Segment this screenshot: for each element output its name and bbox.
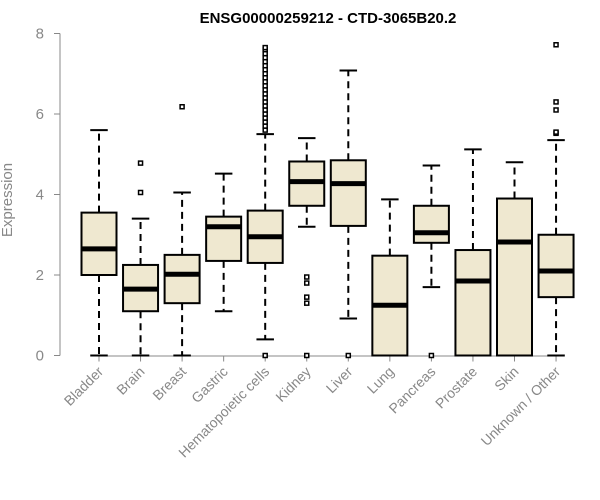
chart-title: ENSG00000259212 - CTD-3065B20.2 [200,10,457,27]
iqr-box [537,233,575,299]
outlier-point [137,160,144,166]
box-unknown-other [537,42,575,357]
iqr-box [496,197,533,357]
iqr-box [329,159,367,227]
box-breast [163,104,201,357]
y-axis-label: Expression [0,163,16,237]
box-hematopoietic-cells [246,44,284,359]
outlier-point [304,280,310,286]
box-gastric [205,172,243,313]
x-tick-label: Breast [149,363,189,403]
outlier-point [304,274,310,280]
outlier-point [179,104,185,110]
x-tick-label: Unknown / Other [478,363,564,449]
x-tick-label: Prostate [432,363,480,411]
x-tick-label: Brain [113,363,147,397]
y-tick-label: 0 [36,348,44,365]
x-tick-label: Bladder [61,363,107,409]
outlier-point [304,300,310,306]
outlier-point [262,352,268,359]
box-pancreas [412,164,450,359]
iqr-box [412,204,450,244]
boxes-group [80,42,575,359]
iqr-box [205,215,243,262]
outlier-point [553,42,559,48]
box-kidney [288,137,326,359]
x-tick-label: Lung [364,363,397,396]
outlier-point [137,189,144,196]
iqr-box [454,249,492,357]
iqr-box [163,253,201,305]
outlier-point [304,352,310,359]
outlier-point [304,294,310,300]
outlier-point [262,44,268,51]
box-bladder [80,129,118,357]
box-brain [122,160,160,357]
box-liver [329,69,367,359]
outlier-point [553,107,559,113]
outlier-point [553,129,559,135]
iqr-box [80,211,118,277]
box-skin [496,161,533,357]
y-tick-label: 8 [36,26,44,43]
x-tick-label: Liver [323,363,356,396]
box-prostate [454,148,492,357]
outlier-point [428,352,435,359]
box-lung [371,198,409,357]
y-tick-label: 6 [36,106,44,123]
outlier-point [553,99,559,105]
y-tick-label: 2 [36,267,44,284]
y-tick-label: 4 [36,187,44,204]
outlier-point [345,352,352,359]
x-tick-label: Kidney [272,363,314,405]
x-tick-label: Skin [491,363,522,394]
